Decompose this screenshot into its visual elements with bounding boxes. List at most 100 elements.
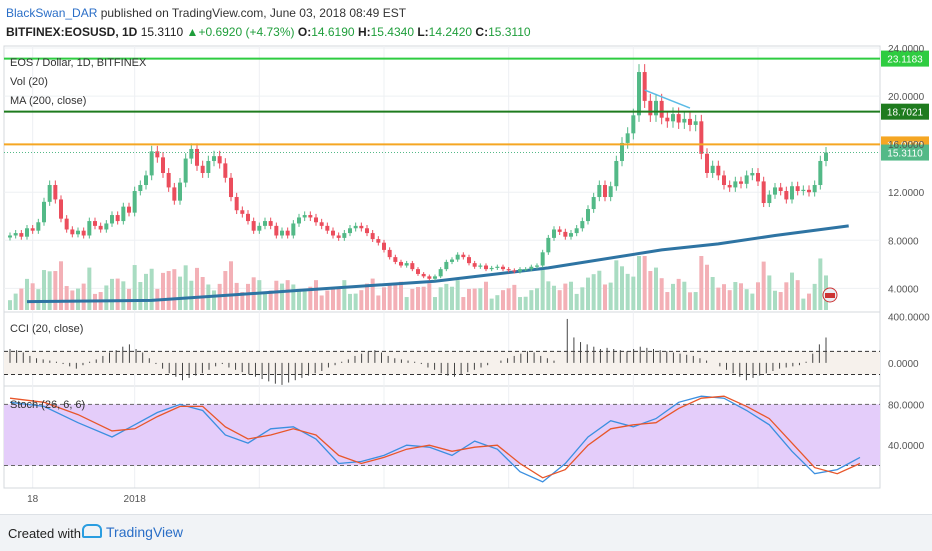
legend-cci[interactable]: CCI (20, close) <box>10 323 83 335</box>
volume-bar <box>161 272 165 310</box>
candle-body <box>591 197 596 210</box>
volume-bar <box>518 297 522 310</box>
legend-stoch[interactable]: Stoch (26, 6, 6) <box>10 399 85 411</box>
candle-body <box>807 189 811 193</box>
candle-body <box>404 263 409 266</box>
candle-body <box>812 185 817 193</box>
volume-bar <box>586 277 590 310</box>
candle-body <box>70 229 75 235</box>
publish-line: BlackSwan_DAR published on TradingView.c… <box>6 6 406 20</box>
cci-tick-label: 400.0000 <box>888 313 930 324</box>
candle-body <box>744 175 749 184</box>
legend-vol[interactable]: Vol (20) <box>10 76 48 88</box>
candle-body <box>693 121 698 125</box>
candle-body <box>308 215 313 218</box>
price-tick-label: 24.0000 <box>888 44 925 55</box>
volume-bar <box>597 270 602 310</box>
candle-body <box>506 269 511 271</box>
candle-body <box>104 223 109 230</box>
candle-body <box>421 273 426 277</box>
volume-bar <box>557 290 562 310</box>
candle-body <box>784 191 789 200</box>
time-axis[interactable]: 18 2018 <box>4 487 880 505</box>
volume-bar <box>540 269 545 310</box>
candle-body <box>535 265 539 267</box>
candle-body <box>597 185 602 198</box>
volume-bar <box>756 282 760 310</box>
candle-body <box>30 228 35 231</box>
volume-bar <box>739 283 743 310</box>
candle-body <box>716 165 721 176</box>
candle-body <box>172 187 177 201</box>
volume-bar <box>144 273 148 310</box>
low-label: L: <box>417 25 429 39</box>
symbol-label[interactable]: BITFINEX:EOSUSD, 1D <box>6 25 138 39</box>
author-link[interactable]: BlackSwan_DAR <box>6 6 98 20</box>
candle-body <box>659 100 664 118</box>
volume-bar <box>297 288 301 310</box>
candle-body <box>268 221 273 226</box>
volume-bar <box>727 290 732 310</box>
volume-bar <box>676 278 681 310</box>
volume-bar <box>665 292 670 310</box>
candle-body <box>42 201 46 223</box>
volume-bar <box>285 280 290 310</box>
volume-bar <box>427 283 432 310</box>
event-flag-icon[interactable] <box>822 287 838 303</box>
candle-body <box>127 206 131 213</box>
candle-body <box>25 228 29 237</box>
volume-bar <box>433 297 437 310</box>
candle-body <box>53 185 58 200</box>
volume-bar <box>489 298 494 310</box>
high-label: H: <box>357 25 371 39</box>
volume-bar <box>268 290 273 310</box>
volume-bar <box>467 288 471 310</box>
candle-body <box>19 233 24 237</box>
candle-body <box>149 151 154 176</box>
candle-body <box>110 215 114 224</box>
volume-bar <box>523 296 528 310</box>
volume-bar <box>399 281 403 310</box>
volume-bar <box>608 282 613 310</box>
chart-area[interactable]: 23.118318.702115.977215.311024.000020.00… <box>0 44 932 514</box>
volume-bar <box>53 271 58 310</box>
volume-bar <box>744 289 749 310</box>
volume-bar <box>620 266 624 310</box>
candle-body <box>416 269 420 274</box>
green-level-label-box <box>881 50 929 67</box>
volume-bar <box>818 258 823 310</box>
volume-bar <box>455 280 460 310</box>
tradingview-logo[interactable]: TradingView <box>82 524 183 540</box>
candle-body <box>478 265 483 267</box>
candle-body <box>801 189 806 192</box>
candle-body <box>767 194 772 204</box>
volume-bar <box>654 267 658 310</box>
candle-body <box>76 230 80 235</box>
candle-body <box>297 217 301 224</box>
volume-bar <box>87 267 92 310</box>
volume-bar <box>404 297 409 310</box>
candle-body <box>115 215 120 222</box>
volume-bar <box>773 290 777 310</box>
candle-body <box>790 186 794 200</box>
candle-body <box>200 165 205 173</box>
candle-body <box>574 228 579 234</box>
candle-body <box>733 181 738 188</box>
volume-bar <box>722 284 726 310</box>
volume-bar <box>121 281 126 310</box>
candle-body <box>223 163 228 178</box>
candle-body <box>93 221 97 226</box>
created-with: Created with <box>8 526 81 541</box>
horizontal-levels[interactable] <box>4 57 880 154</box>
candle-body <box>263 221 267 226</box>
trendline <box>644 89 691 109</box>
candle-body <box>739 181 743 184</box>
price-axis[interactable]: 23.118318.702115.977215.311024.000020.00… <box>881 44 930 452</box>
volume-bar <box>359 290 364 310</box>
volume-bar <box>302 290 307 310</box>
legend-main[interactable]: EOS / Dollar, 1D, BITFINEX <box>10 57 147 69</box>
volume-bar <box>750 293 755 310</box>
volume-bar <box>104 285 109 310</box>
legend-ma[interactable]: MA (200, close) <box>10 95 86 107</box>
volume-bar <box>648 271 653 310</box>
